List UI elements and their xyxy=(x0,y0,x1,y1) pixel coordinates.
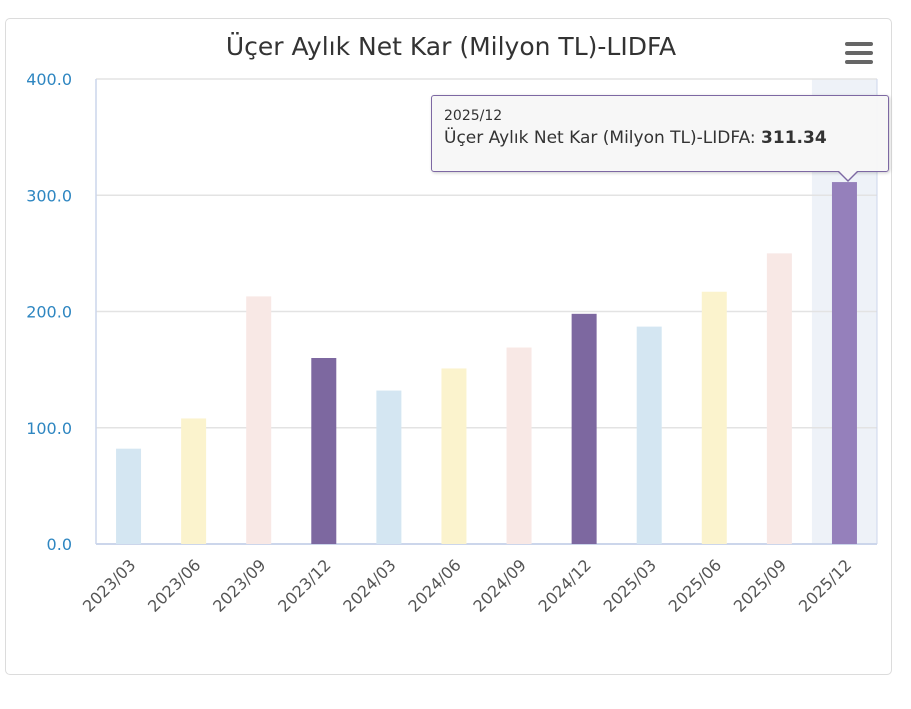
bar xyxy=(766,253,792,544)
bar xyxy=(246,296,272,544)
tooltip-category: 2025/12 xyxy=(444,108,503,124)
y-tick-label: 400.0 xyxy=(26,70,72,89)
bar xyxy=(701,291,727,544)
x-tick-label: 2025/03 xyxy=(600,555,660,615)
x-tick-label: 2023/12 xyxy=(274,555,334,615)
bar xyxy=(311,358,337,544)
bar xyxy=(571,313,597,544)
x-tick-label: 2024/03 xyxy=(339,555,399,615)
x-tick-label: 2023/03 xyxy=(79,555,139,615)
bar xyxy=(636,326,662,544)
x-tick-label: 2024/12 xyxy=(535,555,595,615)
tooltip-series-label: Üçer Aylık Net Kar (Milyon TL)-LIDFA: xyxy=(444,128,762,148)
y-tick-label: 300.0 xyxy=(26,186,72,205)
x-tick-label: 2023/09 xyxy=(209,555,269,615)
y-tick-label: 200.0 xyxy=(26,303,72,322)
x-tick-label: 2025/09 xyxy=(730,555,790,615)
bar xyxy=(441,368,467,544)
x-tick-label: 2023/06 xyxy=(144,555,204,615)
x-tick-label: 2025/06 xyxy=(665,555,725,615)
bar xyxy=(181,418,207,544)
x-tick-label: 2024/09 xyxy=(469,555,529,615)
bar xyxy=(376,390,402,544)
hamburger-icon[interactable] xyxy=(845,42,873,64)
x-tick-label: 2025/12 xyxy=(795,555,855,615)
tooltip: 2025/12 Üçer Aylık Net Kar (Milyon TL)-L… xyxy=(431,95,889,172)
bar xyxy=(116,448,142,544)
chart-title: Üçer Aylık Net Kar (Milyon TL)-LIDFA xyxy=(226,32,676,61)
tooltip-value: 311.34 xyxy=(761,128,827,148)
x-tick-label: 2024/06 xyxy=(404,555,464,615)
bar xyxy=(506,347,532,544)
y-tick-label: 0.0 xyxy=(47,535,72,554)
bar xyxy=(831,182,857,544)
y-tick-label: 100.0 xyxy=(26,419,72,438)
